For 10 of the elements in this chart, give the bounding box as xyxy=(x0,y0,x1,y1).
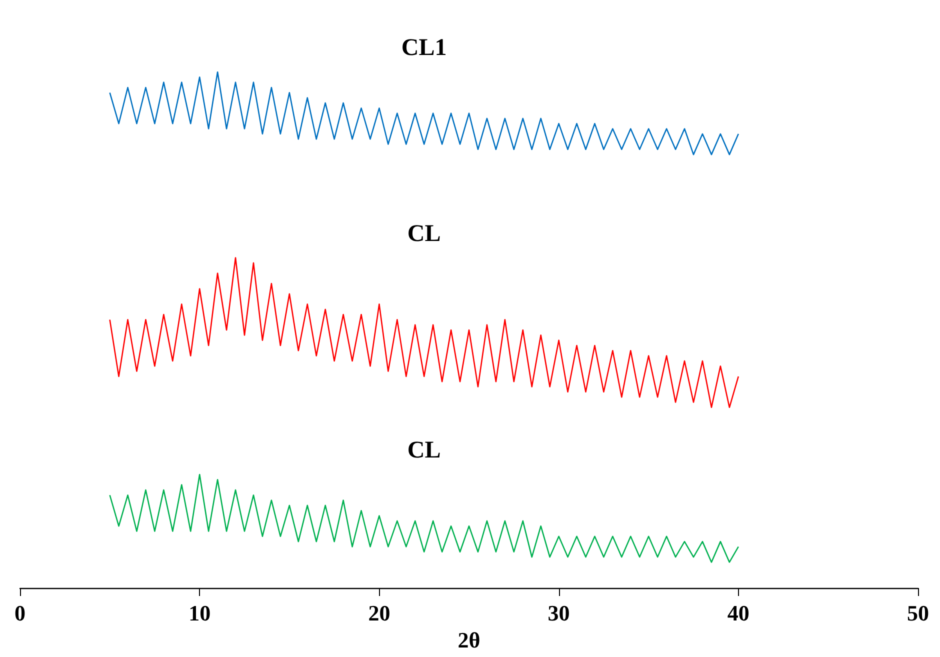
x-tick-label: 50 xyxy=(907,600,929,626)
x-tick-label: 10 xyxy=(188,600,211,626)
x-tick-label: 0 xyxy=(14,600,26,626)
text: CL1 xyxy=(401,35,447,61)
x-tick-label: 20 xyxy=(368,600,390,626)
x-axis-title: 2θ xyxy=(458,627,480,652)
x-tick-label: 30 xyxy=(548,600,570,626)
text: CL xyxy=(407,220,441,247)
text: CL xyxy=(407,437,441,464)
x-tick-label: 40 xyxy=(727,600,750,626)
